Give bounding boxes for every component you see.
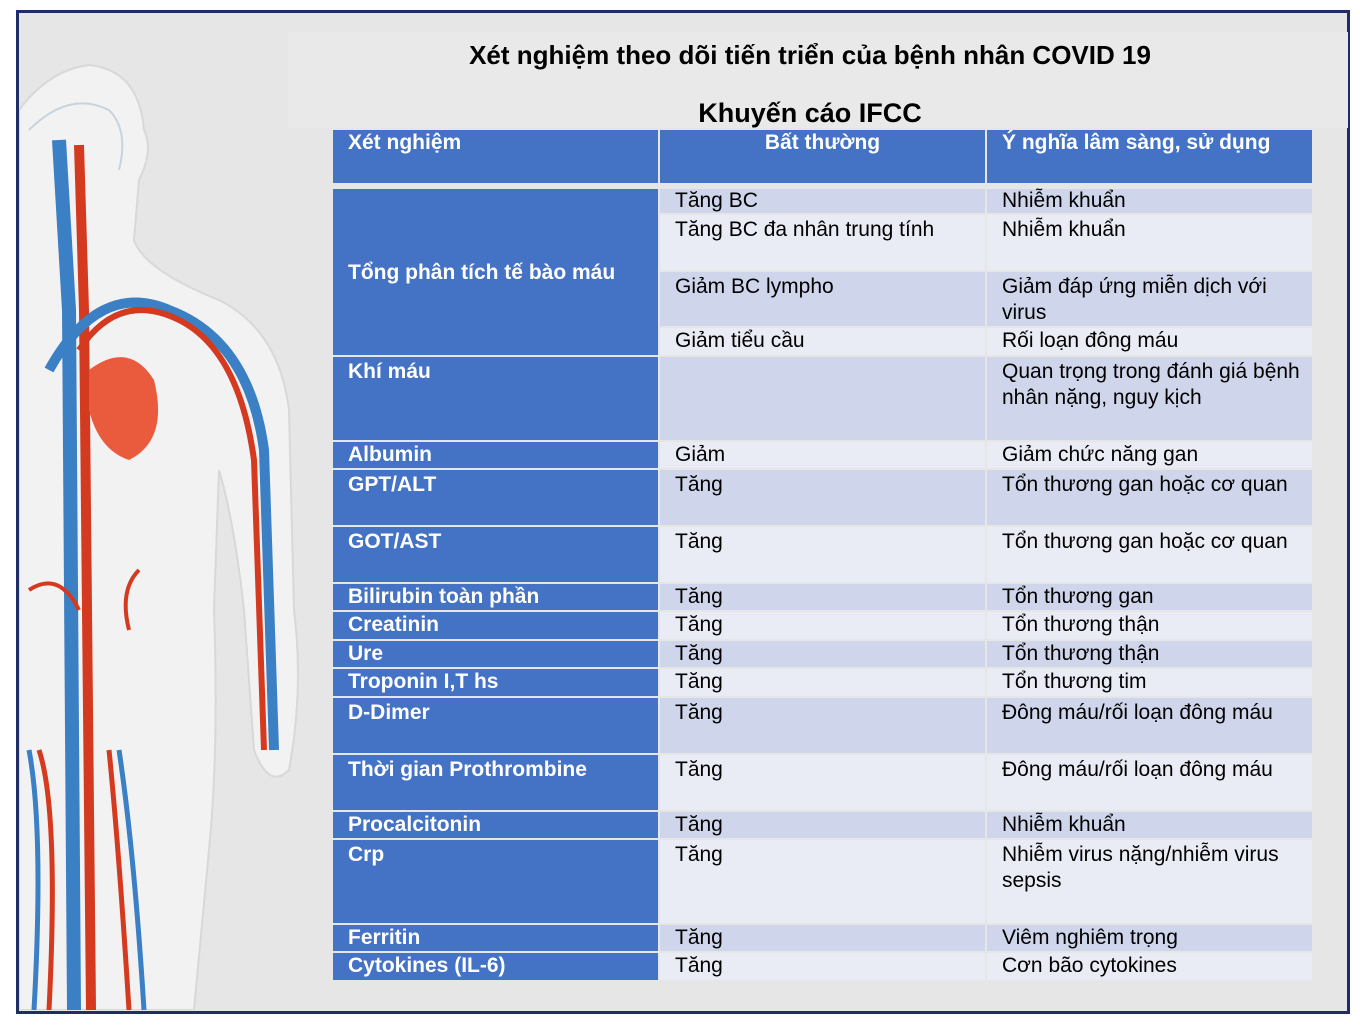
table-row: Albumin Giảm Giảm chức năng gan (333, 442, 1312, 468)
abnormal: Tăng (660, 527, 985, 582)
meaning: Tổn thương gan (987, 584, 1312, 610)
meaning: Cơn bão cytokines (987, 953, 1312, 980)
abnormal: Tăng (660, 641, 985, 667)
abnormal: Tăng (660, 470, 985, 525)
header-meaning: Ý nghĩa lâm sàng, sử dụng (987, 130, 1312, 183)
abnormal: Tăng (660, 612, 985, 639)
meaning: Nhiễm virus nặng/nhiễm virus sepsis (987, 840, 1312, 923)
abnormal: Tăng (660, 669, 985, 696)
test-name: Thời gian Prothrombine (333, 755, 658, 810)
table-header-row: Xét nghiệm Bất thường Ý nghĩa lâm sàng, … (333, 130, 1312, 183)
meaning: Tổn thương thận (987, 641, 1312, 667)
abnormal: Tăng (660, 698, 985, 753)
test-name: Bilirubin toàn phần (333, 584, 658, 610)
test-name: Ure (333, 641, 658, 667)
abnormal: Tăng (660, 840, 985, 923)
meaning: Viêm nghiêm trọng (987, 925, 1312, 951)
abnormal: Giảm (660, 442, 985, 468)
test-name: Khí máu (333, 357, 658, 440)
table-row: Ferritin Tăng Viêm nghiêm trọng (333, 925, 1312, 951)
table-subrow: Tăng BC Nhiễm khuẩn (333, 189, 1312, 213)
meaning: Giảm đáp ứng miễn dịch với virus (987, 272, 1312, 326)
test-name: Procalcitonin (333, 812, 658, 838)
abnormal: Tăng (660, 755, 985, 810)
header-abnormal: Bất thường (660, 130, 985, 183)
abnormal: Tăng (660, 953, 985, 980)
meaning: Rối loạn đông máu (987, 328, 1312, 355)
abnormal: Tăng (660, 584, 985, 610)
table-row: GPT/ALT Tăng Tổn thương gan hoặc cơ quan (333, 470, 1312, 525)
meaning: Tổn thương gan hoặc cơ quan (987, 527, 1312, 582)
meaning: Giảm chức năng gan (987, 442, 1312, 468)
table-row: Khí máu Quan trọng trong đánh giá bệnh nh… (333, 357, 1312, 440)
test-name: Creatinin (333, 612, 658, 639)
test-name: Ferritin (333, 925, 658, 951)
table-row-group: Tổng phân tích tế bào máu (333, 189, 1312, 355)
meaning: Nhiễm khuẩn (987, 812, 1312, 838)
table-row: Procalcitonin Tăng Nhiễm khuẩn (333, 812, 1312, 838)
abnormal: Tăng (660, 812, 985, 838)
test-name: GPT/ALT (333, 470, 658, 525)
test-name: Tổng phân tích tế bào máu (333, 189, 658, 355)
title-area (288, 32, 1348, 128)
meaning: Đông máu/rối loạn đông máu (987, 698, 1312, 753)
table-subrow: Giảm BC lympho Giảm đáp ứng miễn dịch vớ… (333, 272, 1312, 326)
meaning: Tổn thương thận (987, 612, 1312, 639)
test-name: Troponin I,T hs (333, 669, 658, 696)
abnormal: Tăng BC đa nhân trung tính (660, 215, 985, 270)
test-name: D-Dimer (333, 698, 658, 753)
table-row: Cytokines (IL-6) Tăng Cơn bão cytokines (333, 953, 1312, 980)
table-row: Bilirubin toàn phần Tăng Tổn thương gan (333, 584, 1312, 610)
header-test: Xét nghiệm (333, 130, 658, 183)
circulatory-system-illustration (19, 63, 299, 1010)
test-name: Albumin (333, 442, 658, 468)
meaning: Tổn thương tim (987, 669, 1312, 696)
table-subrow: Tăng BC đa nhân trung tính Nhiễm khuẩn (333, 215, 1312, 270)
test-name: GOT/AST (333, 527, 658, 582)
page-title: Xét nghiệm theo dõi tiến triển của bệnh … (469, 40, 1151, 70)
abnormal: Giảm BC lympho (660, 272, 985, 326)
page-subtitle: Khuyến cáo IFCC (698, 98, 922, 128)
table-row: Creatinin Tăng Tổn thương thận (333, 612, 1312, 639)
meaning: Quan trọng trong đánh giá bệnh nhân nặng… (987, 357, 1312, 440)
table-row: Thời gian Prothrombine Tăng Đông máu/rối l… (333, 755, 1312, 810)
meaning: Nhiễm khuẩn (987, 215, 1312, 270)
abnormal: Giảm tiểu cầu (660, 328, 985, 355)
table-subrow: Giảm tiểu cầu Rối loạn đông máu (333, 328, 1312, 355)
meaning: Tổn thương gan hoặc cơ quan (987, 470, 1312, 525)
table-row: GOT/AST Tăng Tổn thương gan hoặc cơ quan (333, 527, 1312, 582)
meaning: Nhiễm khuẩn (987, 189, 1312, 213)
meaning: Đông máu/rối loạn đông máu (987, 755, 1312, 810)
test-name: Crp (333, 840, 658, 923)
abnormal (660, 357, 985, 440)
table-row: Troponin I,T hs Tăng Tổn thương tim (333, 669, 1312, 696)
abnormal: Tăng BC (660, 189, 985, 213)
table-row: Crp Tăng Nhiễm virus nặng/nhiễm virus seps… (333, 840, 1312, 923)
test-name: Cytokines (IL-6) (333, 953, 658, 980)
abnormal: Tăng (660, 925, 985, 951)
table-row: Ure Tăng Tổn thương thận (333, 641, 1312, 667)
table-row: D-Dimer Tăng Đông máu/rối loạn đông máu (333, 698, 1312, 753)
